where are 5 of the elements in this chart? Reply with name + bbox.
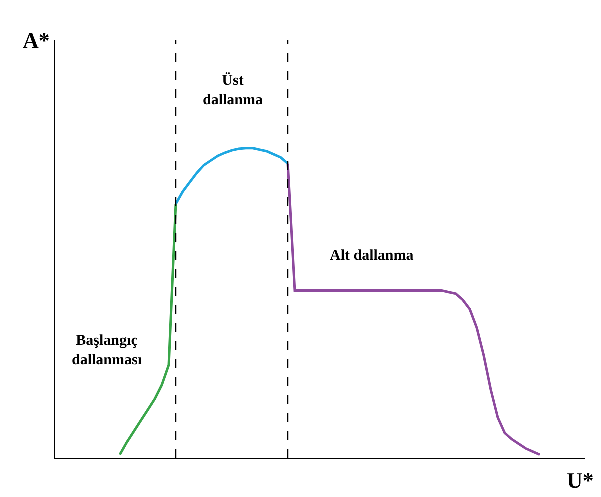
annotation: Alt dallanma	[330, 248, 414, 264]
x-axis-title: U*	[567, 468, 594, 493]
text: Üst dallanma	[203, 72, 264, 108]
annotation: Başlangıç dallanması	[72, 333, 142, 368]
text: A*	[23, 28, 50, 53]
